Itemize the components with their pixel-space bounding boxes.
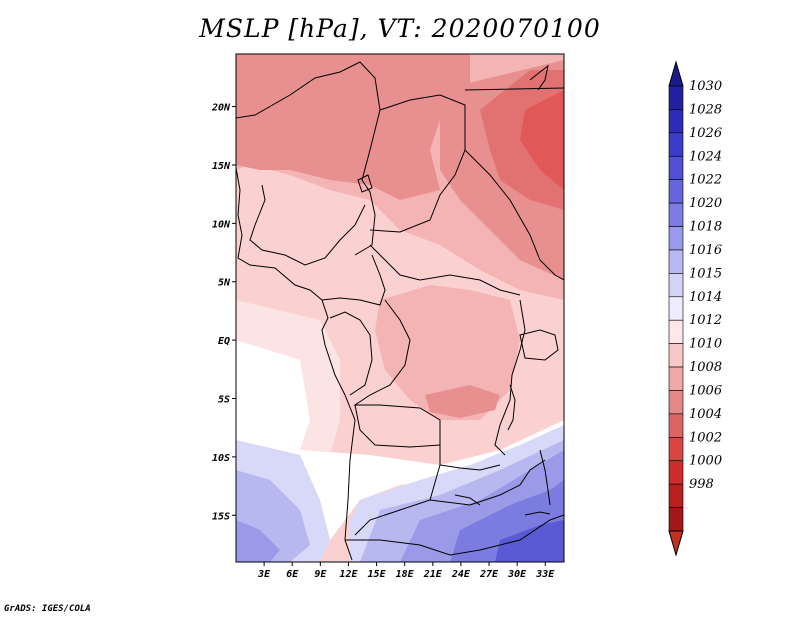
field-1008-central [425,385,500,418]
field-1020-southwest [236,520,280,562]
border-gabon-congo [329,311,373,396]
lat-tick-label: 15N [212,161,231,172]
colorbar-swatch [668,319,684,344]
colorbar-swatch [668,249,684,274]
colorbar-swatch [668,85,684,110]
colorbar-swatch [668,202,684,227]
lon-tick-label: 24E [451,569,471,580]
border-chad [369,94,466,233]
longitude-axis: 3E 6E 9E 12E 15E 18E 21E 24E 27E 30E 33E [257,562,555,580]
colorbar-swatch [668,155,684,180]
lake-chad [357,174,373,193]
colorbar-level-label: 998 [689,477,714,492]
colorbar-level-label: 1026 [689,126,722,141]
colorbar-swatch [668,460,684,485]
border-nigeria [249,184,366,266]
lon-tick-label: 21E [423,569,443,580]
lon-tick-label: 30E [507,569,527,580]
colorbar-level-label: 1030 [689,79,722,94]
colorbar-swatch [668,437,684,462]
colorbar-level-label: 1012 [689,313,722,328]
colorbar-swatch [668,483,684,508]
colorbar-level-label: 1014 [689,290,722,305]
lat-tick-label: 10N [212,219,231,230]
colorbar-swatch [668,507,684,532]
border-angola [354,404,501,471]
colorbar: 1030 1028 1026 1024 1022 1020 1018 1016 1015 1014… [668,60,722,557]
field-1004-northeast [520,90,564,190]
west-coastline [236,167,356,561]
lat-tick-label: 5S [218,395,230,406]
colorbar-level-label: 1022 [689,173,722,188]
border-southern [345,514,564,556]
lat-tick-label: 10S [212,453,230,464]
border-zambia [354,459,546,536]
colorbar-swatch [668,273,684,298]
latitude-axis: 20N 15N 10N 5N EQ 5S 10S 15S [211,103,236,522]
colorbar-level-label: 1008 [689,360,722,375]
colorbar-level-label: 1010 [689,337,722,352]
colorbar-level-label: 1004 [689,407,722,422]
colorbar-bottom-arrow [668,530,684,557]
colorbar-level-label: 1024 [689,149,722,164]
lon-tick-label: 3E [257,569,271,580]
lake-victoria [519,329,559,361]
mslp-map: 20N 15N 10N 5N EQ 5S 10S 15S 3E 6E 9E 12E 15E 18E 21E… [211,53,722,580]
lon-tick-label: 33E [535,569,555,580]
grads-credit: GrADS: IGES/COLA [4,604,91,614]
colorbar-swatch [668,226,684,251]
lake-kariba [524,511,551,516]
lat-tick-label: EQ [218,336,230,347]
border-cameroon [321,254,386,306]
colorbar-swatch [668,343,684,368]
colorbar-level-label: 1002 [689,430,722,445]
lon-tick-label: 6E [286,569,299,580]
map-title: MSLP [hPa], VT: 2020070100 [199,14,601,43]
pressure-field [236,54,564,562]
colorbar-level-label: 1018 [689,220,722,235]
border-car [369,244,521,296]
lon-tick-label: 18E [396,569,415,580]
colorbar-level-label: 1028 [689,102,722,117]
colorbar-level-label: 1006 [689,383,722,398]
map-frame [235,53,565,563]
colorbar-swatch [668,179,684,204]
colorbar-swatch [668,366,684,391]
field-1010-central [375,285,520,420]
colorbar-swatch [668,390,684,415]
border-sudan [464,87,564,281]
lat-tick-label: 20N [211,103,231,114]
lon-tick-label: 15E [368,569,387,580]
lat-tick-label: 5N [218,278,231,289]
colorbar-swatch [668,109,684,134]
lat-tick-label: 15S [212,511,230,522]
coast-red-sea [529,64,549,91]
colorbar-swatch [668,413,684,438]
colorbar-swatch [668,132,684,157]
lake-mweru [454,494,481,506]
colorbar-level-label: 1000 [689,454,722,469]
lake-tanganyika [507,384,516,431]
colorbar-top-arrow [668,60,684,87]
border-lines [236,61,564,561]
colorbar-level-label: 1016 [689,243,722,258]
field-1008-north [236,54,470,200]
colorbar-level-label: 1015 [689,266,722,281]
colorbar-swatch [668,296,684,321]
colorbar-level-label: 1020 [689,196,722,211]
field-1024-southeast [495,520,564,562]
lon-tick-label: 27E [479,569,499,580]
lon-tick-label: 9E [314,569,327,580]
border-sahel [236,61,381,256]
border-drc [353,299,441,450]
lon-tick-label: 12E [339,569,358,580]
lake-malawi [539,449,551,506]
